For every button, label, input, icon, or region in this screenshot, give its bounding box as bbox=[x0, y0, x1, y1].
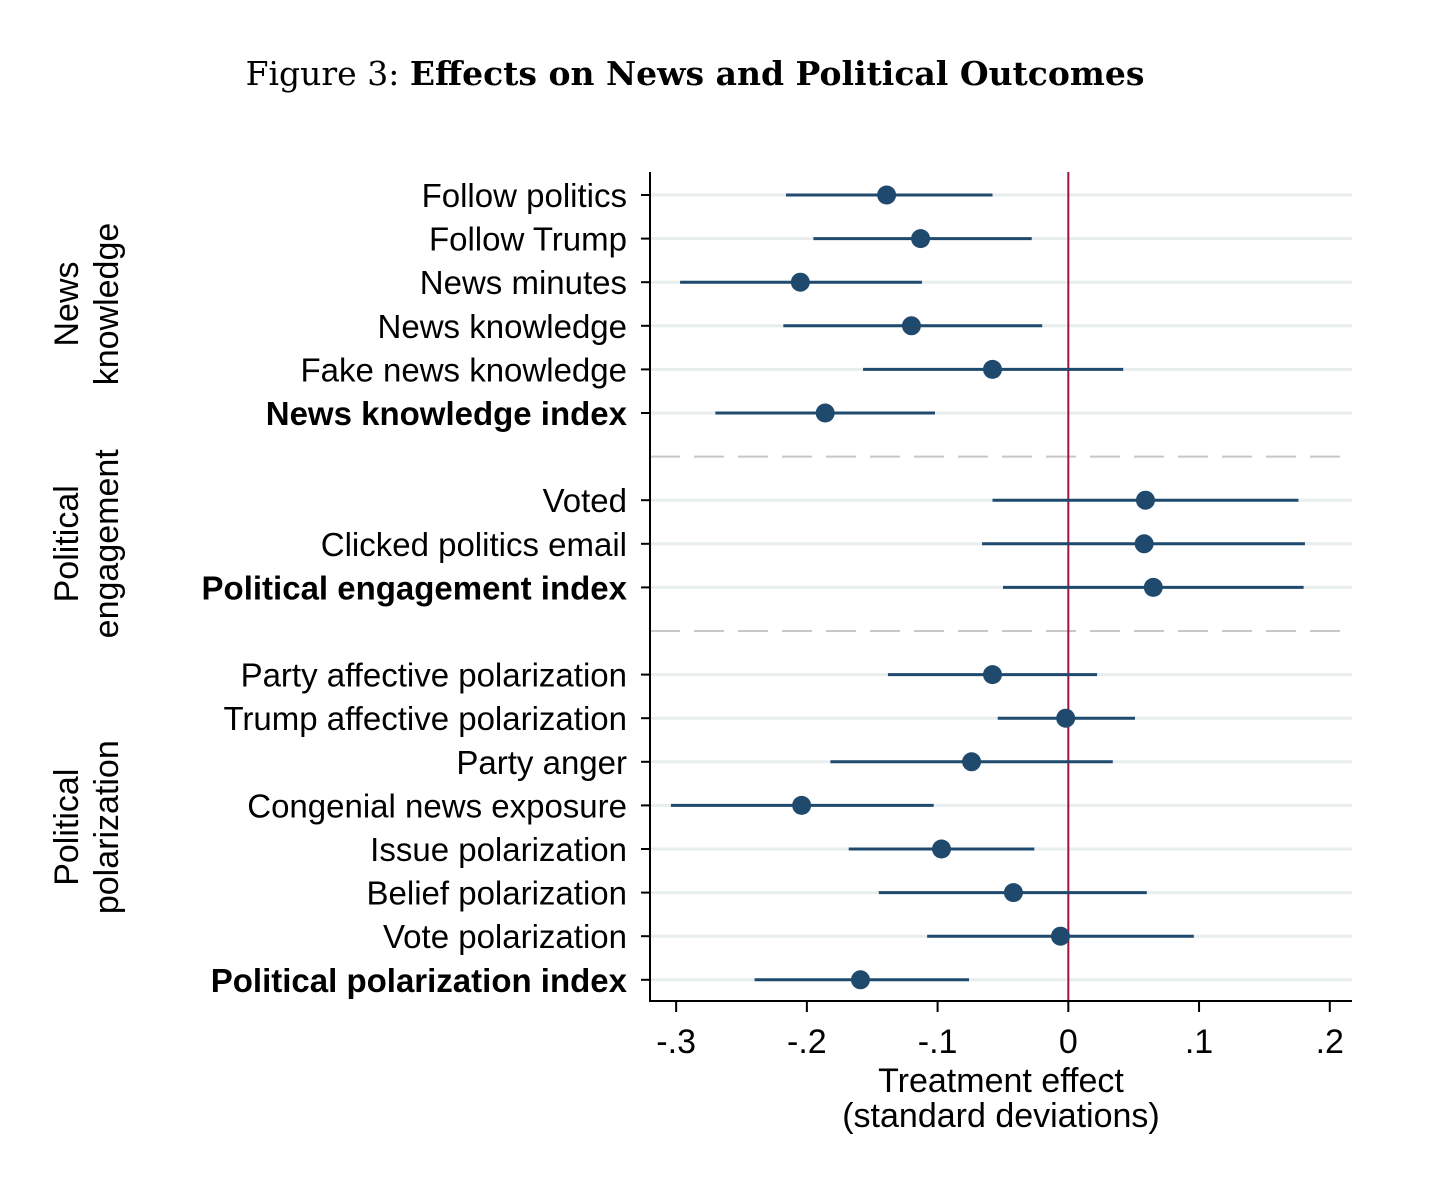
point-estimate bbox=[1056, 708, 1076, 728]
x-tick-label: -.1 bbox=[918, 1023, 958, 1061]
x-tick-label: 0 bbox=[1059, 1023, 1078, 1061]
row-label: News minutes bbox=[420, 264, 627, 301]
separator-layer bbox=[650, 455, 1352, 632]
point-estimate bbox=[790, 272, 810, 292]
point-estimate bbox=[932, 839, 952, 859]
row-label: Trump affective polarization bbox=[223, 700, 627, 737]
row-label: Party anger bbox=[456, 744, 627, 781]
figure-caption: Effects on News and Political Outcomes bbox=[409, 54, 1145, 93]
marks-layer bbox=[670, 185, 1305, 990]
point-estimate bbox=[792, 795, 812, 815]
row-label: Vote polarization bbox=[383, 918, 627, 955]
x-axis-title: Treatment effect bbox=[878, 1062, 1124, 1100]
row-label: Voted bbox=[543, 482, 627, 519]
point-estimate bbox=[1143, 577, 1163, 597]
group-label: Newsknowledge bbox=[48, 223, 126, 386]
point-estimate bbox=[1135, 490, 1155, 510]
figure-title: Figure 3: Effects on News and Political … bbox=[0, 54, 1390, 93]
x-tick-label: -.2 bbox=[787, 1023, 827, 1061]
x-tick-label: -.3 bbox=[656, 1023, 696, 1061]
group-label: Politicalengagement bbox=[48, 449, 126, 639]
point-estimate bbox=[962, 752, 982, 772]
point-estimate bbox=[1050, 926, 1070, 946]
row-label: Fake news knowledge bbox=[300, 351, 627, 388]
group-label-line1: Political bbox=[48, 485, 86, 602]
label-layer: Follow politics Follow Trump News minutes N… bbox=[48, 177, 628, 999]
row-label: Political engagement index bbox=[202, 569, 628, 606]
point-estimate bbox=[877, 185, 897, 205]
row-label: Belief polarization bbox=[367, 875, 628, 912]
group-label-line2: knowledge bbox=[88, 223, 126, 386]
x-tick-label: .2 bbox=[1316, 1023, 1344, 1061]
group-label-line1: News bbox=[48, 261, 86, 346]
point-estimate bbox=[850, 970, 870, 990]
row-label: Congenial news exposure bbox=[247, 787, 627, 824]
point-estimate bbox=[815, 403, 835, 423]
point-estimate bbox=[911, 229, 931, 249]
group-label-line2: engagement bbox=[88, 449, 126, 639]
x-axis-subtitle: (standard deviations) bbox=[842, 1097, 1160, 1135]
row-label: Clicked politics email bbox=[321, 526, 627, 563]
group-label: Politicalpolarization bbox=[48, 740, 126, 914]
row-label: Follow politics bbox=[422, 177, 627, 214]
group-label-line2: polarization bbox=[88, 740, 126, 914]
row-label: News knowledge index bbox=[266, 395, 628, 432]
x-tick-label: .1 bbox=[1185, 1023, 1213, 1061]
tick-layer: -.3 -.2 -.1 0 .1 .2 bbox=[641, 194, 1344, 1061]
row-label: Political polarization index bbox=[211, 962, 628, 999]
point-estimate bbox=[1003, 883, 1023, 903]
figure-number: Figure 3: bbox=[245, 54, 400, 93]
row-label: Issue polarization bbox=[370, 831, 627, 868]
row-label: News knowledge bbox=[378, 308, 627, 345]
row-label: Follow Trump bbox=[429, 221, 627, 258]
point-estimate bbox=[1134, 534, 1154, 554]
point-estimate bbox=[901, 316, 921, 336]
point-estimate bbox=[983, 665, 1003, 685]
group-label-line1: Political bbox=[48, 769, 86, 886]
point-estimate bbox=[983, 359, 1003, 379]
row-label: Party affective polarization bbox=[241, 657, 627, 694]
